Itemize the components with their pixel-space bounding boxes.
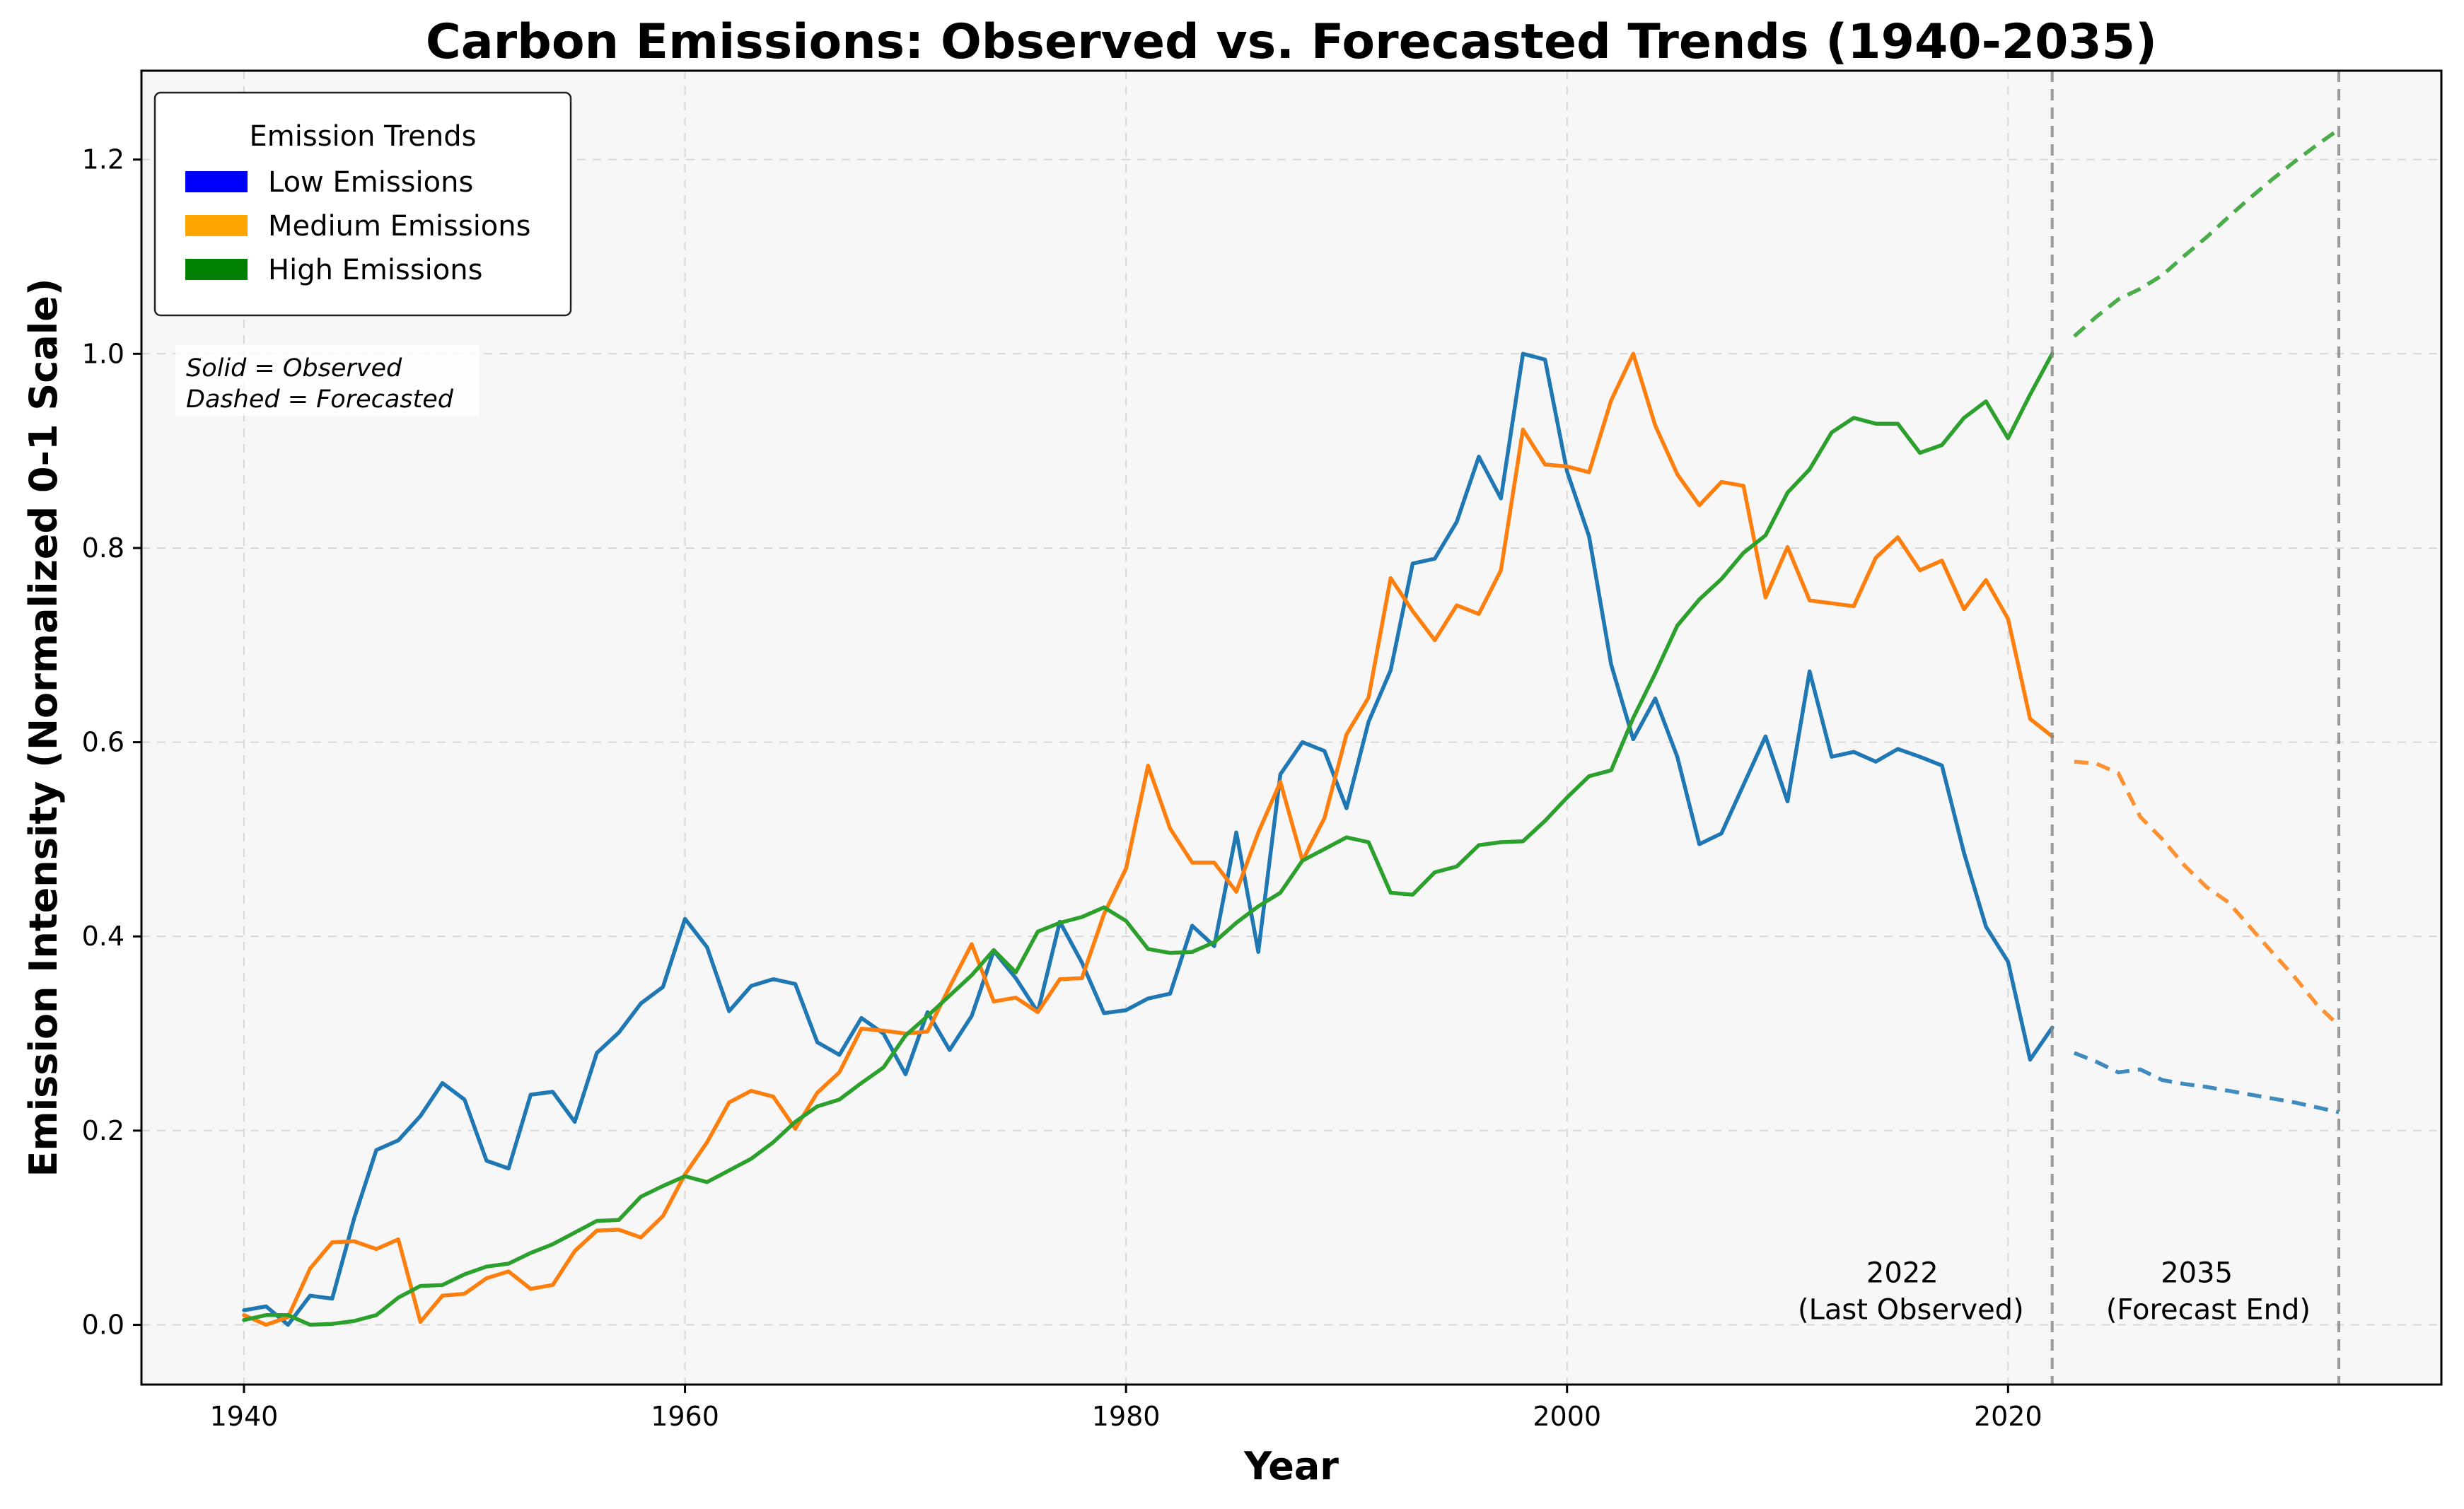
series-2-observed-line (242, 351, 2055, 1327)
series-1-observed-line (242, 351, 2055, 1327)
series-0-observed-line (242, 351, 2055, 1327)
y-tick-label: 0.2 (82, 1115, 124, 1146)
note-background (175, 345, 480, 416)
legend-label: Medium Emissions (268, 210, 530, 243)
x-tick-label: 2000 (1533, 1401, 1601, 1432)
note-text: Dashed = Forecasted (186, 385, 454, 414)
series-1-forecast-line (2074, 759, 2340, 1027)
x-axis-label: Year (1243, 1444, 1339, 1488)
reference-lines: 2022 (Last Observed) 2035 (Forecast End) (1798, 71, 2341, 1385)
reference-label-2035: 2035 (2161, 1257, 2233, 1290)
legend-swatch (185, 171, 248, 192)
reference-label-2022: (Last Observed) (1798, 1294, 2024, 1327)
reference-label-2022: 2022 (1866, 1257, 1939, 1290)
legend-box (153, 91, 572, 317)
x-tick-label: 2020 (1974, 1401, 2042, 1432)
legend: Emission Trends Low Emissions Medium Emiss… (153, 91, 572, 317)
reference-label-2035: (Forecast End) (2106, 1294, 2311, 1327)
legend-title: Emission Trends (250, 120, 477, 153)
grid (141, 71, 2441, 1385)
plot-frame (140, 69, 2443, 1386)
note-text: Solid = Observed (186, 354, 402, 383)
legend-label: Low Emissions (268, 166, 473, 199)
x-tick-label: 1940 (210, 1401, 279, 1432)
series-lines (242, 127, 2340, 1327)
legend-label: High Emissions (268, 254, 482, 286)
x-tick-label: 1960 (651, 1401, 719, 1432)
y-tick-label: 0.4 (82, 921, 124, 952)
y-axis-label: Emission Intensity (Normalized 0-1 Scale… (21, 278, 66, 1177)
x-tick-label: 1980 (1092, 1401, 1161, 1432)
y-tick-label: 0.6 (82, 727, 124, 758)
y-tick-label: 1.2 (82, 144, 124, 175)
y-tick-label: 0.0 (82, 1310, 124, 1341)
legend-swatch (185, 215, 248, 236)
y-tick-label: 0.8 (82, 532, 124, 564)
legend-swatch (185, 259, 248, 280)
axis-ticks: 1940 1960 1980 2000 2020 0.0 0.2 0.4 0.6 0.8 1.0 1.… (82, 144, 2042, 1432)
series-0-forecast-line (2073, 1051, 2340, 1114)
series-2-forecast-line (2073, 127, 2340, 338)
chart-title: Carbon Emissions: Observed vs. Forecaste… (426, 14, 2157, 70)
y-tick-label: 1.0 (82, 338, 124, 369)
